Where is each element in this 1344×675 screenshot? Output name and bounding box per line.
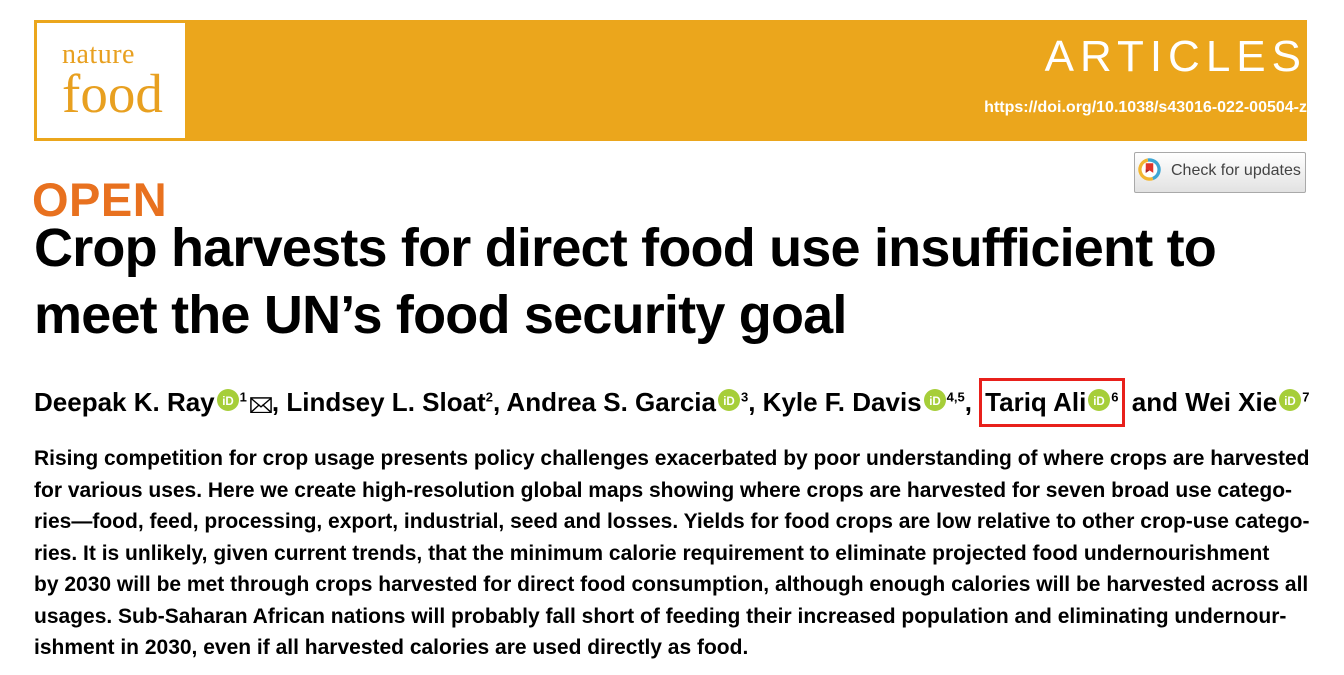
svg-text:iD: iD — [222, 396, 234, 408]
svg-text:iD: iD — [1284, 396, 1296, 408]
svg-text:iD: iD — [723, 396, 735, 408]
svg-text:iD: iD — [929, 396, 941, 408]
svg-text:iD: iD — [1094, 396, 1106, 408]
